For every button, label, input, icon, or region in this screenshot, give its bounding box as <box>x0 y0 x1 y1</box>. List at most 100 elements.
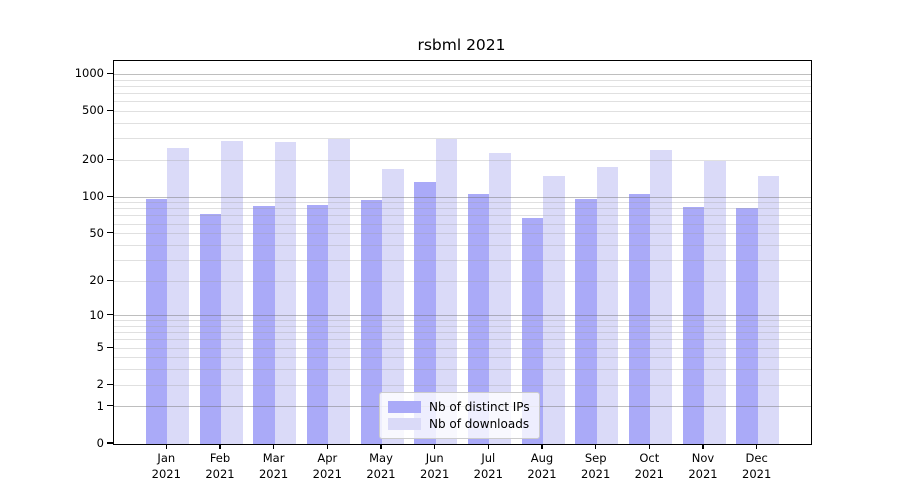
x-axis-tick <box>326 444 328 450</box>
minor-gridline <box>114 320 811 322</box>
bar-mar-downloads <box>274 142 297 444</box>
major-gridline <box>114 196 811 198</box>
x-axis-tick-label: Apr 2021 <box>295 451 359 482</box>
bar-aug-downloads <box>543 176 565 444</box>
y-axis-tick <box>106 72 113 74</box>
bar-sep-downloads <box>596 167 619 444</box>
y-axis-tick <box>106 195 113 197</box>
x-axis-tick-label: Aug 2021 <box>510 451 574 482</box>
minor-gridline <box>114 138 811 140</box>
bar-aug-distinct-ips <box>521 218 543 444</box>
month-label: Mar <box>262 451 285 465</box>
plot-area: Nb of distinct IPs Nb of downloads <box>113 60 812 445</box>
minor-gridline <box>114 92 811 94</box>
x-axis-tick-label: Jan 2021 <box>134 451 198 482</box>
minor-gridline <box>114 79 811 81</box>
bar-jul-downloads <box>489 152 511 444</box>
x-axis-tick <box>219 444 221 450</box>
month-label: Jan <box>157 451 176 465</box>
minor-gridline <box>114 325 811 327</box>
month-label: Oct <box>639 451 660 465</box>
x-axis-tick <box>165 444 167 450</box>
bar-jun-downloads <box>435 139 458 444</box>
bar-dec-distinct-ips <box>736 207 758 444</box>
bar-nov-distinct-ips <box>682 206 704 444</box>
bar-oct-distinct-ips <box>628 193 651 444</box>
minor-gridline <box>114 233 811 235</box>
month-label: May <box>369 451 393 465</box>
month-label: Sep <box>584 451 607 465</box>
minor-gridline <box>114 110 811 112</box>
minor-gridline <box>114 202 811 204</box>
minor-gridline <box>114 215 811 217</box>
y-axis-tick-label: 100 <box>82 189 104 204</box>
legend: Nb of distinct IPs Nb of downloads <box>379 392 540 439</box>
bar-feb-downloads <box>221 141 243 444</box>
minor-gridline <box>114 101 811 103</box>
minor-gridline <box>114 339 811 341</box>
y-axis-tick <box>106 346 113 348</box>
minor-gridline <box>114 357 811 359</box>
x-axis-tick-label: Mar 2021 <box>242 451 306 482</box>
chart-title: rsbml 2021 <box>417 36 506 54</box>
major-gridline <box>114 315 811 317</box>
x-axis-tick-label: Sep 2021 <box>564 451 628 482</box>
year-label: 2021 <box>205 466 235 481</box>
minor-gridline <box>114 159 811 161</box>
y-axis-tick-label: 200 <box>82 152 104 167</box>
x-axis-tick-label: Dec 2021 <box>725 451 789 482</box>
x-axis-tick <box>702 444 704 450</box>
y-axis-tick-label: 5 <box>96 340 104 355</box>
month-label: Jun <box>425 451 444 465</box>
minor-gridline <box>114 369 811 371</box>
year-label: 2021 <box>312 466 342 481</box>
legend-swatch <box>388 401 421 413</box>
bar-may-distinct-ips <box>360 199 382 444</box>
y-axis-tick <box>106 109 113 111</box>
major-gridline <box>114 73 811 75</box>
x-axis-tick-label: Jul 2021 <box>456 451 520 482</box>
bar-apr-distinct-ips <box>306 205 329 444</box>
month-label: Apr <box>317 451 338 465</box>
y-axis-tick-label: 0 <box>96 436 104 450</box>
year-label: 2021 <box>581 466 611 481</box>
x-axis-tick <box>541 444 543 450</box>
year-label: 2021 <box>366 466 396 481</box>
x-axis-tick <box>595 444 597 450</box>
bar-jun-distinct-ips <box>414 181 436 444</box>
legend-item: Nb of downloads <box>388 416 530 432</box>
month-label: Nov <box>691 451 715 465</box>
legend-label: Nb of downloads <box>429 417 530 431</box>
x-axis-tick <box>648 444 650 450</box>
month-label: Jul <box>481 451 496 465</box>
y-axis-tick-label: 20 <box>89 273 104 288</box>
bar-oct-downloads <box>650 150 672 444</box>
minor-gridline <box>114 223 811 225</box>
bar-jan-downloads <box>167 148 189 444</box>
y-axis-tick <box>106 442 113 444</box>
bar-jul-distinct-ips <box>467 194 490 444</box>
x-axis-tick <box>487 444 489 450</box>
bar-dec-downloads <box>757 175 780 444</box>
x-axis-tick <box>756 444 758 450</box>
x-axis-tick-label: May 2021 <box>349 451 413 482</box>
x-axis-tick <box>434 444 436 450</box>
minor-gridline <box>114 280 811 282</box>
bar-jan-distinct-ips <box>145 199 168 444</box>
minor-gridline <box>114 244 811 246</box>
x-axis-tick-label: Oct 2021 <box>617 451 681 482</box>
year-label: 2021 <box>688 466 718 481</box>
y-axis-tick-label: 1000 <box>74 66 104 81</box>
x-axis-tick-label: Nov 2021 <box>671 451 735 482</box>
minor-gridline <box>114 347 811 349</box>
legend-swatch <box>388 418 421 430</box>
y-axis-tick <box>106 383 113 385</box>
month-label: Aug <box>530 451 554 465</box>
bar-sep-distinct-ips <box>575 198 597 444</box>
x-axis-tick-label: Jun 2021 <box>403 451 467 482</box>
year-label: 2021 <box>151 466 181 481</box>
year-label: 2021 <box>527 466 557 481</box>
year-label: 2021 <box>742 466 772 481</box>
y-axis-tick <box>106 405 113 407</box>
y-axis-tick-label: 2 <box>96 377 104 392</box>
